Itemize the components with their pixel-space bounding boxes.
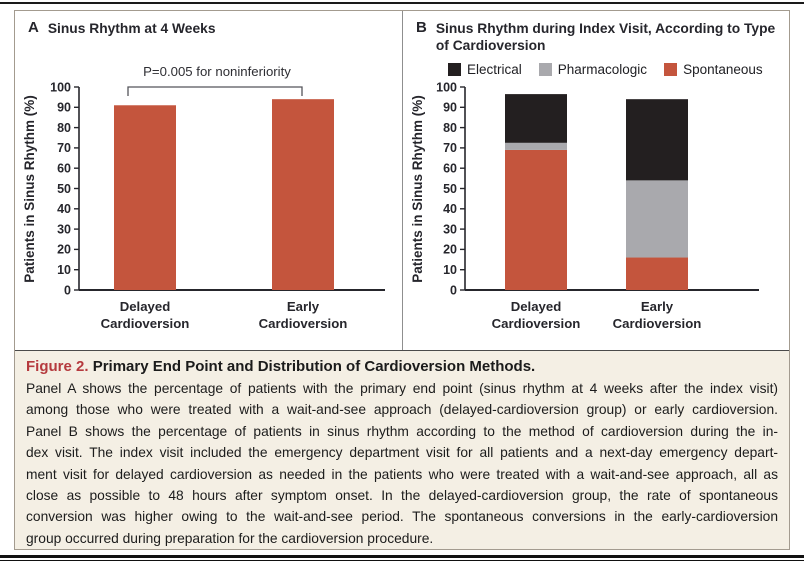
caption-body: Panel A shows the percentage of patients… (26, 378, 778, 549)
legend-swatch-spontaneous (664, 63, 678, 76)
caption-line: Panel A shows the percentage of patients… (26, 381, 778, 396)
caption-line: Panel B shows the percentage of patients… (26, 423, 778, 439)
y-tick-label: 50 (443, 182, 457, 196)
y-tick-label: 70 (443, 141, 457, 155)
figure-box: A Sinus Rhythm at 4 Weeks 0 10 20 30 40 50 60 7… (14, 10, 790, 550)
y-tick-label: 0 (64, 283, 71, 297)
y-tick-label: 40 (57, 202, 71, 216)
legend-item-pharmacologic: Pharmacologic (538, 62, 648, 77)
panel-a: A Sinus Rhythm at 4 Weeks 0 10 20 30 40 50 60 7… (15, 11, 402, 350)
x-category-label: Cardioversion (613, 316, 702, 331)
caption-line: conversion was higher owing to the wait-… (26, 509, 778, 525)
panel-a-title: Sinus Rhythm at 4 Weeks (47, 21, 216, 36)
panel-b-title-line2: of Cardioversion (435, 37, 546, 53)
figure-label: Figure 2. (26, 358, 89, 375)
panel-b-letter: B (416, 19, 427, 36)
y-tick-label: 70 (57, 141, 71, 155)
x-category-label: Cardioversion (492, 316, 581, 331)
legend-item-electrical: Electrical (448, 62, 522, 77)
caption-line: ment visit for delayed cardioversion as … (26, 466, 778, 482)
legend-swatch-electrical (448, 63, 461, 76)
panel-b-title-line1: Sinus Rhythm during Index Visit, Accordi… (435, 21, 776, 36)
p-value-annotation: P=0.005 for noninferiority (143, 64, 291, 79)
top-rule (0, 2, 804, 4)
y-tick-label: 40 (443, 202, 457, 216)
y-tick-label: 30 (443, 222, 457, 236)
panel-b: B Sinus Rhythm during Index Visit, Accor… (403, 11, 789, 350)
x-category-label: Cardioversion (101, 316, 190, 331)
panel-b-title: Sinus Rhythm during Index Visit, Accordi… (436, 20, 775, 54)
y-tick-label: 20 (57, 243, 71, 257)
x-category-label: Delayed (120, 299, 171, 314)
caption-line: dex visit. The index visit included the … (26, 445, 778, 461)
y-tick-label: 30 (57, 222, 71, 236)
x-category-label: Early (641, 299, 674, 314)
y-tick-label: 90 (57, 101, 71, 115)
y-tick-label: 50 (57, 182, 71, 196)
bar-early (272, 99, 334, 291)
panel-b-header: B Sinus Rhythm during Index Visit, Accor… (416, 20, 775, 54)
panel-b-chart: 0 10 20 30 40 50 60 70 80 90 100 Delayed Cardioversi… (410, 80, 759, 331)
x-category-label: Delayed (511, 299, 562, 314)
bar-segment-early-pharmacologic (626, 180, 688, 258)
y-axis-title: Patients in Sinus Rhythm (%) (410, 95, 425, 283)
y-tick-label: 90 (443, 101, 457, 115)
panel-a-header: A Sinus Rhythm at 4 Weeks (28, 20, 216, 38)
y-tick-label: 10 (443, 263, 457, 277)
caption-line: close as possible to 48 hours after symp… (26, 488, 778, 504)
bar-segment-delayed-spontaneous (505, 149, 567, 290)
panel-a-letter: A (28, 19, 39, 36)
legend-item-spontaneous: Spontaneous (664, 62, 763, 77)
bar-delayed (114, 105, 176, 291)
panel-divider (402, 11, 403, 350)
y-tick-label: 80 (443, 121, 457, 135)
y-tick-label: 10 (57, 263, 71, 277)
bar-segment-early-spontaneous (626, 257, 688, 290)
caption-title: Primary End Point and Distribution of Ca… (92, 358, 536, 375)
y-tick-label: 100 (50, 80, 71, 94)
legend: Electrical Pharmacologic Spontaneous (448, 62, 763, 77)
caption-line: among those who were treated with a wait… (26, 402, 778, 418)
chart-region: A Sinus Rhythm at 4 Weeks 0 10 20 30 40 50 60 7… (15, 11, 789, 350)
y-tick-label: 60 (443, 162, 457, 176)
y-tick-label: 80 (57, 121, 71, 135)
caption: Figure 2. Primary End Point and Distribu… (15, 350, 789, 549)
bar-segment-early-electrical (626, 99, 688, 181)
y-axis-title: Patients in Sinus Rhythm (%) (22, 95, 37, 283)
x-category-label: Cardioversion (259, 316, 348, 331)
y-tick-label: 100 (436, 80, 457, 94)
panel-a-chart: 0 10 20 30 40 50 60 70 80 90 100 Delayed Cardioversi… (22, 64, 385, 331)
legend-label: Electrical (467, 62, 522, 77)
y-tick-label: 0 (450, 283, 457, 297)
legend-label: Spontaneous (683, 62, 763, 77)
y-tick-label: 60 (57, 162, 71, 176)
comparison-bracket (127, 86, 303, 96)
bottom-rule-thin (0, 560, 804, 561)
legend-swatch-pharmacologic (538, 63, 552, 76)
bar-segment-delayed-pharmacologic (505, 142, 567, 150)
caption-line: group occurred during preparation for th… (26, 530, 434, 546)
legend-label: Pharmacologic (557, 62, 648, 77)
bar-segment-delayed-electrical (505, 94, 567, 143)
x-category-label: Early (287, 299, 320, 314)
caption-title-row: Figure 2. Primary End Point and Distribu… (26, 358, 778, 375)
y-tick-label: 20 (443, 243, 457, 257)
bottom-rule-thick (0, 555, 804, 558)
